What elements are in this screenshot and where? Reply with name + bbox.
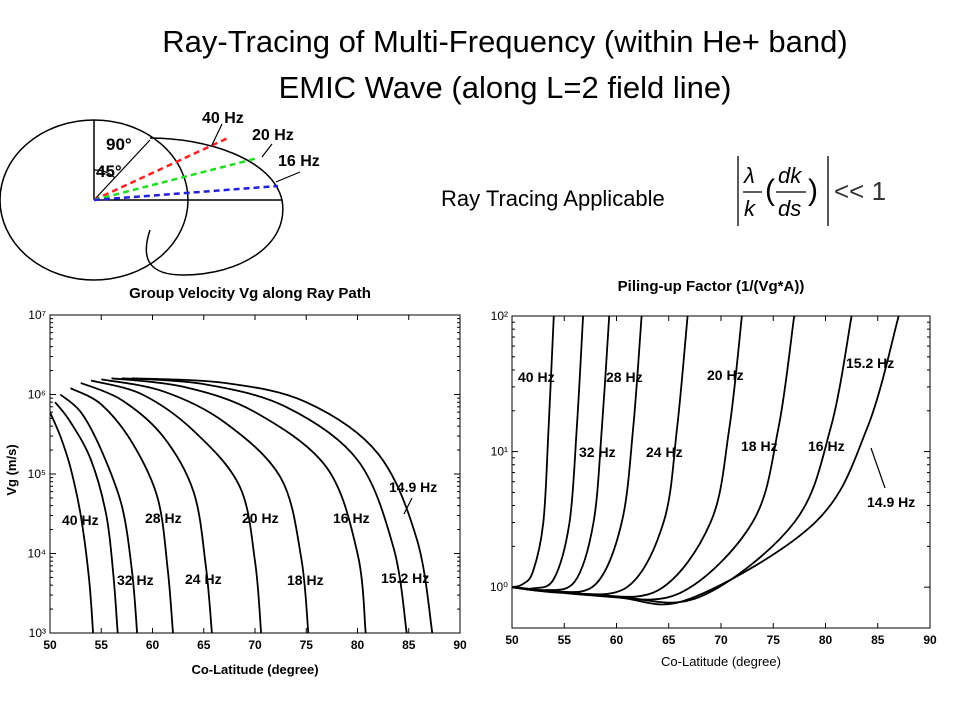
label-20hz: 20 Hz: [707, 367, 744, 383]
arrow-20hz: [261, 143, 273, 158]
x-tick-label: 55: [558, 633, 572, 647]
x-tick-label: 75: [300, 638, 314, 652]
group-velocity-chart: Group Velocity Vg along Ray Path 50 55 60 6…: [4, 285, 467, 677]
label-18hz: 18 Hz: [287, 572, 324, 588]
x-tick-label: 50: [43, 638, 57, 652]
series-line-4: [80, 382, 213, 633]
label-32hz: 32 Hz: [579, 444, 616, 460]
y-tick-label: 10⁶: [28, 388, 46, 402]
label-16hz: 16 Hz: [808, 438, 845, 454]
series-line-0: [512, 316, 555, 589]
y-tick-label: 10⁷: [28, 308, 46, 322]
ray-tracing-label: Ray Tracing Applicable: [441, 186, 665, 211]
ray-path-inset: 90° 45° 40 Hz 20 Hz 16 Hz: [0, 110, 320, 290]
y-axis-label: Vg (m/s): [4, 444, 19, 495]
arrow-40hz: [211, 123, 223, 146]
label-18hz: 18 Hz: [741, 438, 778, 454]
svg-text:ds: ds: [778, 196, 801, 221]
chart-title: Group Velocity Vg along Ray Path: [129, 285, 371, 302]
label-24hz: 24 Hz: [185, 571, 222, 587]
series-line-0: [50, 411, 94, 633]
piling-up-factor-chart: Piling-up Factor (1/(Vg*A)) 50 55 60 65 70 75…: [490, 278, 937, 669]
y-tick-label: 10²: [491, 309, 508, 323]
series-line-3: [512, 316, 643, 593]
x-tick-label: 60: [146, 638, 160, 652]
series-line-7: [111, 377, 367, 633]
angle-label-90: 90°: [106, 135, 132, 154]
x-tick-label: 80: [819, 633, 833, 647]
series-line-6: [101, 378, 310, 633]
chart-title: Piling-up Factor (1/(Vg*A)): [618, 278, 805, 295]
x-tick-label: 85: [871, 633, 885, 647]
svg-text:): ): [808, 174, 818, 207]
x-tick-label: 90: [923, 633, 937, 647]
label-16hz: 16 Hz: [333, 510, 370, 526]
label-14-9hz: 14.9 Hz: [389, 479, 437, 495]
label-15-2hz: 15.2 Hz: [381, 570, 429, 586]
x-tick-label: 90: [453, 638, 467, 652]
ray-blue-16hz: [93, 184, 279, 202]
x-tick-label: 65: [197, 638, 211, 652]
series-line-5: [90, 379, 262, 633]
inset-label-20hz: 20 Hz: [252, 127, 294, 144]
label-20hz: 20 Hz: [242, 510, 279, 526]
series-line-3: [70, 387, 174, 633]
y-tick-label: 10⁵: [28, 467, 46, 481]
x-tick-label: 75: [767, 633, 781, 647]
y-tick-label: 10⁴: [27, 547, 46, 561]
series-line-8: [121, 377, 408, 633]
label-15-2hz: 15.2 Hz: [846, 355, 894, 371]
y-tick-label: 10⁰: [490, 580, 508, 594]
x-tick-label: 55: [95, 638, 109, 652]
ray-red-40hz: [93, 136, 229, 202]
angle-arc-45: [93, 169, 116, 179]
svg-text:k: k: [744, 196, 756, 221]
label-40hz: 40 Hz: [62, 512, 99, 528]
arrow-14-9hz: [403, 497, 413, 515]
ray-green-20hz: [93, 156, 259, 202]
label-24hz: 24 Hz: [646, 444, 683, 460]
series-line-8: [512, 316, 900, 606]
label-28hz: 28 Hz: [606, 369, 643, 385]
x-axis-label: Co-Latitude (degree): [661, 654, 781, 669]
x-tick-label: 80: [351, 638, 365, 652]
arrow-14-9hz: [870, 447, 886, 489]
y-tick-label: 10¹: [491, 445, 508, 459]
label-14-9hz: 14.9 Hz: [867, 494, 915, 510]
field-line-lobe: [145, 137, 284, 276]
series-line-1: [54, 401, 119, 633]
ray-45-line: [93, 139, 151, 201]
svg-text:λ: λ: [743, 163, 755, 188]
title-line-1: Ray-Tracing of Multi-Frequency (within H…: [162, 24, 848, 59]
label-32hz: 32 Hz: [117, 572, 154, 588]
ray-tracing-formula: λ k ( dk ds ) << 1: [737, 156, 886, 226]
x-axis-label: Co-Latitude (degree): [191, 662, 318, 677]
label-28hz: 28 Hz: [145, 510, 182, 526]
series-line-1: [512, 316, 584, 590]
svg-text:dk: dk: [778, 163, 802, 188]
title-line-2: EMIC Wave (along L=2 field line): [278, 70, 732, 105]
y-tick-label: 10³: [29, 626, 46, 640]
condition-rhs: << 1: [834, 176, 886, 206]
x-tick-label: 70: [714, 633, 728, 647]
inset-label-16hz: 16 Hz: [278, 153, 320, 170]
inset-label-40hz: 40 Hz: [202, 110, 244, 127]
x-tick-label: 50: [505, 633, 519, 647]
series-line-2: [59, 393, 138, 633]
x-tick-label: 85: [402, 638, 416, 652]
svg-text:(: (: [765, 174, 775, 207]
x-tick-label: 65: [662, 633, 676, 647]
x-tick-label: 70: [248, 638, 262, 652]
arrow-16hz: [275, 171, 301, 183]
x-tick-label: 60: [610, 633, 624, 647]
label-40hz: 40 Hz: [518, 369, 555, 385]
angle-label-45: 45°: [96, 162, 122, 181]
series-line-9: [131, 377, 434, 633]
